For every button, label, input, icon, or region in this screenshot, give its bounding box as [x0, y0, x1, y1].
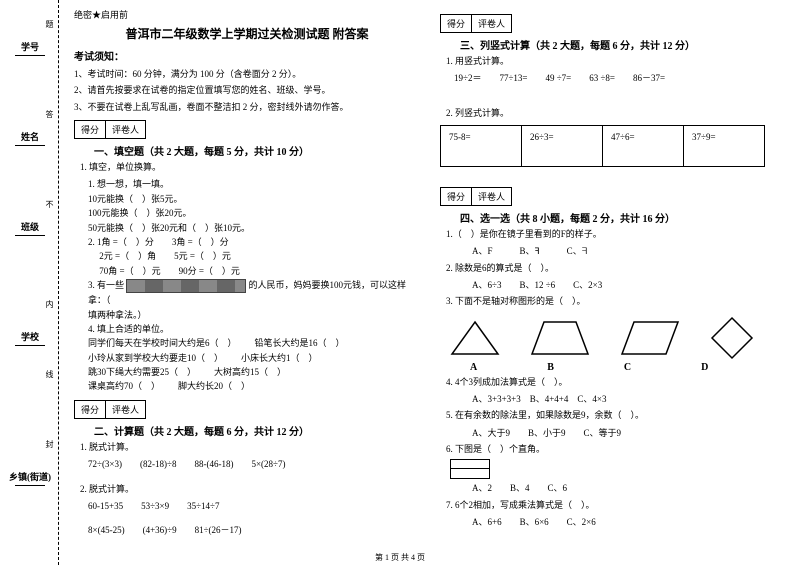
score-cell: 评卷人: [471, 14, 512, 33]
score-box: 得分 评卷人: [74, 120, 420, 139]
q4-1-opts: A、F B、ꟻ C、ᖷ: [454, 244, 786, 258]
score-box: 得分 评卷人: [74, 400, 420, 419]
q1-pair: 跳30下绳大约需要25（ ）大树高约15（ ）: [88, 365, 420, 379]
q1-3: 3. 有一些 的人民币，妈妈要换100元钱，可以这样拿：（: [88, 278, 420, 307]
score-cell: 评卷人: [105, 400, 146, 419]
secret-tag: 绝密★启用前: [74, 8, 420, 21]
side-tab-xuehao: 学号: [0, 40, 60, 58]
q4-5: 5. 在有余数的除法里，如果除数是9，余数（ ）。: [446, 408, 786, 423]
seal-mark: 不: [44, 200, 55, 212]
side-label: 学号: [0, 40, 60, 53]
right-column: 得分 评卷人 三、列竖式计算（共 2 大题，每题 6 分，共计 12 分） 1.…: [430, 0, 796, 565]
q4-5-opts: A、大于9 B、小于9 C、等于9: [454, 426, 786, 440]
score-cell: 评卷人: [471, 187, 512, 206]
q2-r3: 8×(45-25) (4+36)÷9 81÷(26－17): [88, 523, 420, 537]
q4-7: 7. 6个2相加，写成乘法算式是（ ）。: [446, 498, 786, 513]
q3-r1: 19÷2＝ 77÷13= 49 ÷7= 63 ÷8= 86－37=: [454, 71, 786, 85]
calc-cell: 37÷9=: [683, 125, 765, 167]
score-box: 得分 评卷人: [440, 14, 786, 33]
shape-label-a: A: [470, 362, 477, 373]
money-image: [126, 279, 246, 293]
diamond-icon: [710, 316, 754, 360]
score-cell: 得分: [74, 400, 106, 419]
seal-mark: 封: [44, 440, 55, 452]
left-column: 绝密★启用前 普洱市二年级数学上学期过关检测试题 附答案 考试须知： 1、考试时…: [64, 0, 430, 565]
q2-r1: 72÷(3×3) (82-18)÷8 88-(46-18) 5×(28÷7): [88, 457, 420, 471]
page-content: 绝密★启用前 普洱市二年级数学上学期过关检测试题 附答案 考试须知： 1、考试时…: [64, 0, 796, 565]
q2-r2: 60-15+35 53÷3×9 35÷14÷7: [88, 499, 420, 513]
shape-label-d: D: [701, 362, 708, 373]
rect-angle-figure: [450, 459, 490, 479]
seal-mark: 答: [44, 110, 55, 122]
page-footer: 第 1 页 共 4 页: [0, 552, 800, 563]
triangle-icon: [450, 320, 500, 356]
section-title-4: 四、选一选（共 8 小题，每题 2 分，共计 16 分）: [460, 210, 786, 225]
q1-line: 50元能换（ ）张20元和（ ）张10元。: [88, 221, 420, 235]
calc-cell: 26÷3=: [521, 125, 603, 167]
side-tab-xuexiao: 学校: [0, 330, 60, 348]
q4-6-opts: A、2 B、4 C、6: [454, 481, 786, 495]
q1-4: 4. 填上合适的单位。: [88, 322, 420, 336]
q2-p1: 1. 脱式计算。: [80, 440, 420, 455]
q1-pair: 同学们每天在学校时间大约是6（ ）铅笔长大约是16（ ）: [88, 336, 420, 350]
q1-3a: 3. 有一些: [88, 280, 124, 290]
score-cell: 得分: [74, 120, 106, 139]
seal-mark: 题: [44, 20, 55, 32]
side-label: 姓名: [0, 130, 60, 143]
side-margin: 学号 姓名 班级 学校 乡镇(街道) 题 答 不 内 线 封: [0, 0, 60, 565]
q4-3: 3. 下面不是轴对称图形的是（ ）。: [446, 294, 786, 309]
q1-pair: 小玲从家到学校大约要走10（ ）小床长大约1（ ）: [88, 351, 420, 365]
score-cell: 评卷人: [105, 120, 146, 139]
calc-grid: 75-8= 26÷3= 47÷6= 37÷9=: [440, 125, 786, 167]
side-label: 乡镇(街道): [0, 470, 60, 483]
side-tab-banji: 班级: [0, 220, 60, 238]
q3-p2: 2. 列竖式计算。: [446, 106, 786, 121]
q1-pair: 课桌高约70（ ）脚大约长20（ ）: [88, 379, 420, 393]
side-label: 班级: [0, 220, 60, 233]
calc-cell: 75-8=: [440, 125, 522, 167]
shape-labels: A B C D: [470, 362, 786, 373]
seal-mark: 线: [44, 370, 55, 382]
q1-line: 2元 =（ ）角 5元 =（ ）元: [88, 249, 420, 263]
q1-line: 100元能换（ ）张20元。: [88, 206, 420, 220]
score-cell: 得分: [440, 14, 472, 33]
seal-mark: 内: [44, 300, 55, 312]
shape-label-b: B: [547, 362, 554, 373]
q2-p2: 2. 脱式计算。: [80, 482, 420, 497]
side-label: 学校: [0, 330, 60, 343]
q1-intro: 1. 想一想，填一填。: [88, 177, 420, 191]
instruction: 2、请首先按要求在试卷的指定位置填写您的姓名、班级、学号。: [74, 83, 420, 97]
notice-head: 考试须知：: [74, 48, 420, 63]
side-tab-xingming: 姓名: [0, 130, 60, 148]
parallelogram-icon: [620, 320, 680, 356]
q1-3c: 填两种拿法。）: [88, 308, 420, 322]
q4-6: 6. 下图是（ ）个直角。: [446, 442, 786, 457]
paper-title: 普洱市二年级数学上学期过关检测试题 附答案: [74, 25, 420, 42]
shape-row: [450, 316, 786, 360]
q4-4-opts: A、3+3+3+3 B、4+4+4 C、4×3: [454, 392, 786, 406]
instruction: 1、考试时间：60 分钟，满分为 100 分（含卷面分 2 分）。: [74, 67, 420, 81]
q4-4: 4. 4个3列成加法算式是（ ）。: [446, 375, 786, 390]
q1-line: 10元能换（ ）张5元。: [88, 192, 420, 206]
q4-7-opts: A、6+6 B、6×6 C、2×6: [454, 515, 786, 529]
score-box: 得分 评卷人: [440, 187, 786, 206]
q4-2-opts: A、6÷3 B、12 ÷6 C、2×3: [454, 278, 786, 292]
instruction: 3、不要在试卷上乱写乱画，卷面不整洁扣 2 分，密封线外请勿作答。: [74, 100, 420, 114]
q1-line: 70角 =（ ）元 90分 =（ ）元: [88, 264, 420, 278]
calc-cell: 47÷6=: [602, 125, 684, 167]
q1-stem: 1. 填空，单位换算。: [80, 160, 420, 175]
q3-p1: 1. 用竖式计算。: [446, 54, 786, 69]
section-title-3: 三、列竖式计算（共 2 大题，每题 6 分，共计 12 分）: [460, 37, 786, 52]
shape-label-c: C: [624, 362, 631, 373]
q4-1: 1.（ ）是你在镜子里看到的F的样子。: [446, 227, 786, 242]
trapezoid-icon: [530, 320, 590, 356]
score-cell: 得分: [440, 187, 472, 206]
section-title-1: 一、填空题（共 2 大题，每题 5 分，共计 10 分）: [94, 143, 420, 158]
q1-line: 2. 1角 =（ ）分 3角 =（ ）分: [88, 235, 420, 249]
q4-2: 2. 除数是6的算式是（ ）。: [446, 261, 786, 276]
side-tab-xiangzhen: 乡镇(街道): [0, 470, 60, 488]
section-title-2: 二、计算题（共 2 大题，每题 6 分，共计 12 分）: [94, 423, 420, 438]
